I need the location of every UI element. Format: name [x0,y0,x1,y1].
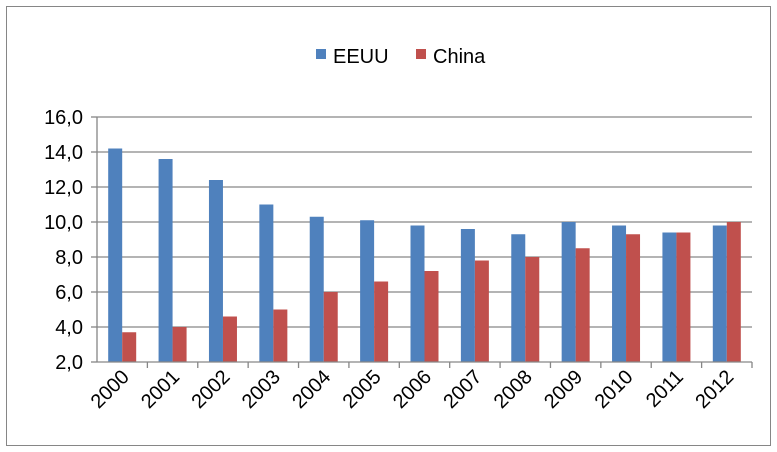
bar-china-2004 [323,292,338,362]
bar-eeuu-2005 [360,220,375,362]
bars [108,148,741,362]
bar-china-2011 [676,232,691,362]
bar-eeuu-2011 [662,232,677,362]
y-tick-label: 14,0 [44,142,83,164]
bar-china-2008 [525,257,540,362]
chart-frame [6,6,771,446]
legend-label-china: China [433,46,486,68]
x-tick-label: 2006 [389,366,436,413]
bar-eeuu-2003 [259,204,274,362]
bar-china-2005 [374,281,389,362]
y-tick-label: 6,0 [55,282,83,304]
x-tick-label: 2012 [691,366,738,413]
bar-china-2001 [172,327,187,362]
bar-china-2012 [726,222,741,362]
axes [96,117,753,368]
y-tick-label: 4,0 [55,317,83,339]
y-tick-label: 16,0 [44,107,83,129]
x-tick-label: 2011 [642,366,688,412]
y-tick-label: 12,0 [44,177,83,199]
legend-swatch-china [416,49,426,59]
x-tick-label: 2008 [490,366,537,413]
bar-eeuu-2002 [208,180,223,362]
x-tick-label: 2004 [288,366,335,413]
bar-china-2010 [626,234,641,362]
legend-label-eeuu: EEUU [333,46,389,68]
x-tick-labels: 2000 2001 2002 2003 2004 2005 2006 2007 2008 2009… [87,366,739,413]
bar-china-2006 [424,271,439,362]
bar-eeuu-2010 [612,225,627,362]
bar-china-2003 [273,309,288,362]
bar-eeuu-2009 [561,222,576,362]
bar-eeuu-2008 [511,234,526,362]
bar-eeuu-2012 [712,225,727,362]
x-tick-label: 2002 [187,366,234,413]
bar-eeuu-2004 [309,216,324,362]
x-tick-label: 2000 [87,366,134,413]
y-tick-label: 8,0 [55,247,83,269]
x-tick-label: 2010 [591,366,638,413]
bar-china-2007 [474,260,489,362]
bar-china-2009 [575,248,590,362]
bar-eeuu-2006 [410,225,425,362]
bar-china-2000 [122,332,137,362]
y-tick-label: 2,0 [55,352,83,374]
bar-china-2002 [222,316,237,362]
bar-eeuu-2007 [460,229,475,362]
y-tick-label: 10,0 [44,212,83,234]
legend: EEUU China [316,46,486,68]
legend-swatch-eeuu [316,49,326,59]
x-tick-label: 2009 [540,366,587,413]
x-tick-label: 2001 [137,366,184,413]
y-tick-labels: 2,0 4,0 6,0 8,0 10,0 12,0 14,0 16,0 [44,107,83,374]
bar-eeuu-2001 [158,159,173,362]
x-tick-label: 2007 [439,366,486,413]
x-tick-label: 2005 [339,366,386,413]
x-tick-label: 2003 [238,366,285,413]
bar-eeuu-2000 [108,148,123,362]
